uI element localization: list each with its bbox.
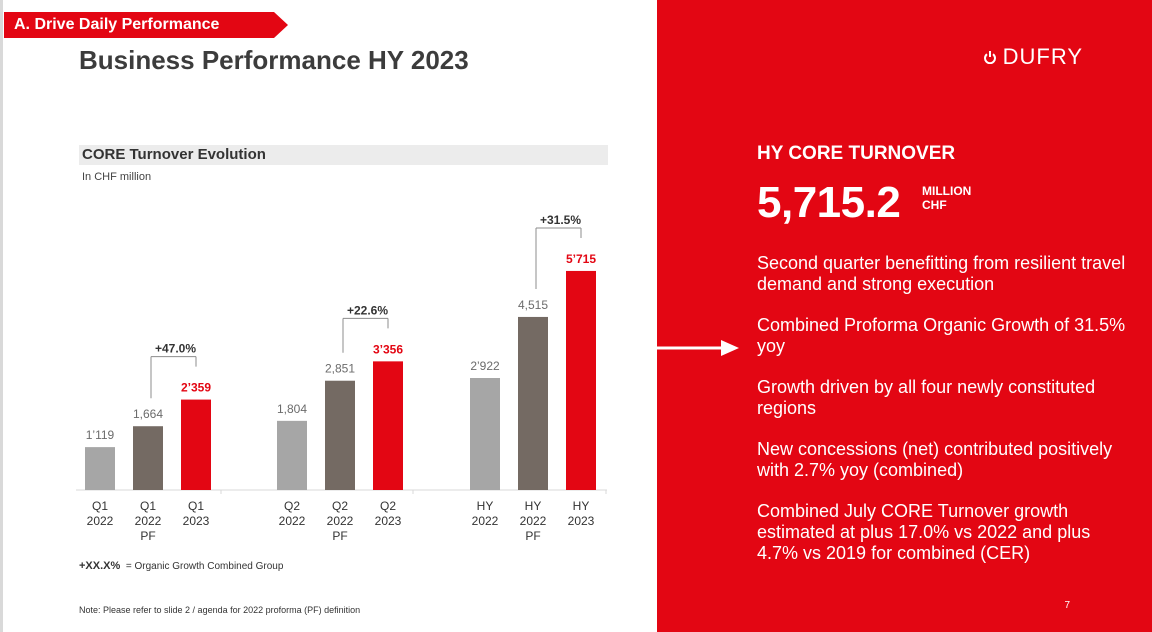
tick-label: HY xyxy=(525,499,542,513)
bar xyxy=(133,426,163,490)
tick-label: 2022 xyxy=(279,514,306,528)
data-label: 2,851 xyxy=(325,362,355,376)
tick-label: 2022 xyxy=(135,514,162,528)
arrow-right-icon xyxy=(657,340,739,356)
tick-label: 2022 xyxy=(327,514,354,528)
tick-label: PF xyxy=(525,529,540,543)
tick-label: HY xyxy=(477,499,494,513)
brand-logo: DUFRY xyxy=(983,44,1083,70)
bar xyxy=(325,380,355,490)
chart-subtitle: In CHF million xyxy=(82,171,152,183)
bar xyxy=(518,316,548,490)
data-label: 2’922 xyxy=(470,359,500,373)
bullet-item: Second quarter benefitting from resilien… xyxy=(757,253,1126,294)
data-label: 3’356 xyxy=(373,342,403,356)
tick-label: Q2 xyxy=(332,499,348,513)
tick-label: Q1 xyxy=(92,499,108,513)
tick-label: Q1 xyxy=(140,499,156,513)
legend-text: = Organic Growth Combined Group xyxy=(125,561,284,572)
kpi-unit: MILLION CHF xyxy=(922,184,971,212)
legend: +XX.X% = Organic Growth Combined Group xyxy=(79,560,283,572)
data-label: 1,664 xyxy=(133,407,163,421)
tick-label: 2023 xyxy=(568,514,595,528)
data-label: 1’119 xyxy=(86,428,115,442)
kpi-unit-line2: CHF xyxy=(922,198,947,212)
tick-label: Q2 xyxy=(380,499,396,513)
bar-chart: 1’119Q120221,664Q12022PF2’359Q12023+47.0… xyxy=(76,213,607,543)
power-symbol-icon xyxy=(983,51,996,64)
data-label: 5’715 xyxy=(566,252,596,266)
chart-title: CORE Turnover Evolution xyxy=(82,146,266,163)
growth-label: +47.0% xyxy=(155,342,196,356)
growth-label: +22.6% xyxy=(347,303,388,317)
data-label: 4,515 xyxy=(518,298,548,312)
kpi-heading: HY CORE TURNOVER xyxy=(757,143,956,164)
bar xyxy=(373,361,403,490)
bullet-item: Growth driven by all four newly constitu… xyxy=(757,377,1096,418)
bullet-item: Combined Proforma Organic Growth of 31.5… xyxy=(757,315,1126,356)
section-tag: A. Drive Daily Performance xyxy=(4,12,288,38)
data-label: 2’359 xyxy=(181,381,211,395)
bullet-list: Second quarter benefitting from resilien… xyxy=(757,253,1127,584)
tick-label: 2023 xyxy=(375,514,402,528)
kpi-value: 5,715.2 xyxy=(757,178,901,227)
tick-label: 2022 xyxy=(87,514,114,528)
bar xyxy=(566,270,596,490)
tick-label: Q1 xyxy=(188,499,204,513)
footnote: Note: Please refer to slide 2 / agenda f… xyxy=(79,605,361,615)
bullet-item: Combined July CORE Turnover growth estim… xyxy=(757,501,1091,563)
kpi-panel: DUFRY HY CORE TURNOVER 5,715.2 MILLION C… xyxy=(657,0,1152,632)
tick-label: 2022 xyxy=(472,514,499,528)
bullet-item: New concessions (net) contributed positi… xyxy=(757,439,1113,480)
tick-label: HY xyxy=(573,499,590,513)
tick-label: PF xyxy=(140,529,155,543)
page-title: Business Performance HY 2023 xyxy=(79,45,469,75)
brand-name: DUFRY xyxy=(1002,44,1083,69)
chart-title-bar xyxy=(79,145,608,165)
tick-label: 2023 xyxy=(183,514,210,528)
bar xyxy=(277,420,307,490)
page-number: 7 xyxy=(1064,600,1070,611)
legend-marker: +XX.X% xyxy=(79,560,121,572)
kpi-unit-line1: MILLION xyxy=(922,184,972,198)
bar xyxy=(85,447,115,490)
tick-label: 2022 xyxy=(520,514,547,528)
bar xyxy=(181,399,211,490)
tick-label: Q2 xyxy=(284,499,300,513)
data-label: 1,804 xyxy=(277,402,307,416)
tick-label: PF xyxy=(332,529,347,543)
slide-edge xyxy=(0,0,3,632)
growth-label: +31.5% xyxy=(540,213,581,227)
bar xyxy=(470,377,500,490)
